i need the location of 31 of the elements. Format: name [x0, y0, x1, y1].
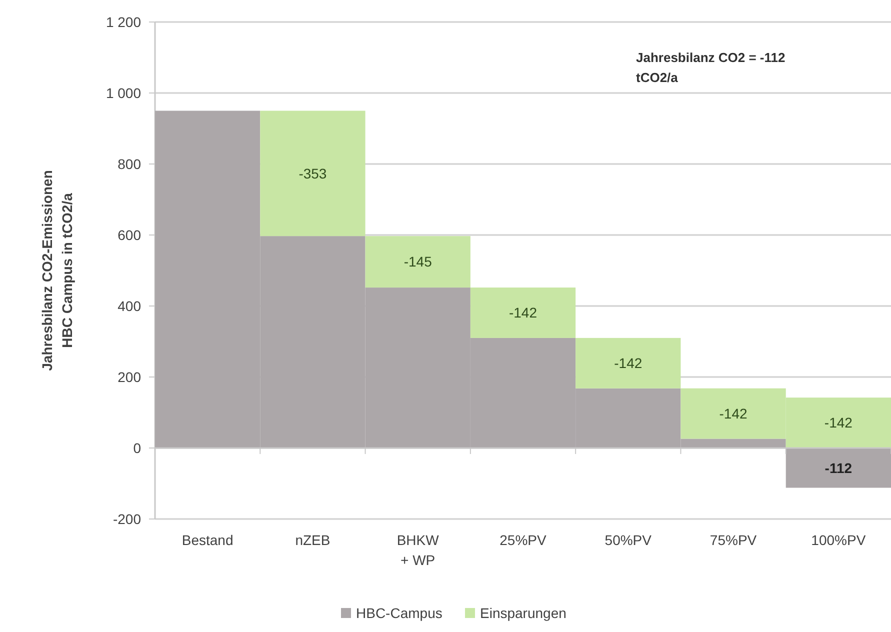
y-tick-label: 200: [118, 368, 142, 385]
annotation: -142: [508, 304, 538, 321]
x-tick-label: 25%PV: [500, 532, 548, 548]
data-label: -112: [824, 460, 852, 476]
y-tick-label: 1 200: [106, 14, 142, 30]
legend-label: Einsparungen: [480, 605, 566, 621]
annotation: -145: [404, 254, 432, 270]
bar: [470, 288, 576, 338]
y-axis-title: Jahresbilanz CO2-Emissionen HBC Campus in tCO2/a: [39, 170, 75, 371]
annotation: -353: [298, 165, 327, 182]
annotation: -142: [824, 414, 853, 431]
bar: [260, 110, 366, 236]
x-tick-label: Bestand: [182, 532, 234, 548]
x-tick-label: 100%PV: [811, 532, 866, 548]
x-tick-label: nZEB: [295, 532, 330, 548]
annotation: -142: [719, 405, 748, 422]
annotation: -142: [614, 355, 642, 372]
y-tick-label: 600: [118, 226, 142, 243]
annotation: Jahresbilanz CO2 = -112 tCO2/a: [636, 50, 786, 85]
y-tick-label: 800: [118, 156, 142, 172]
x-tick-label: 50%PV: [604, 532, 652, 548]
y-tick-label: -200: [112, 510, 142, 527]
bar: [365, 236, 470, 288]
y-tick-label: 400: [118, 298, 142, 314]
y-tick-label: 1 000: [106, 84, 142, 101]
bar: [786, 448, 891, 488]
x-tick-label: 75%PV: [710, 532, 758, 548]
x-tick-label: BHKW + WP: [396, 532, 440, 568]
y-tick-label: 0: [133, 440, 142, 456]
legend-label: HBC-Campus: [356, 605, 442, 621]
bar: [576, 338, 681, 388]
